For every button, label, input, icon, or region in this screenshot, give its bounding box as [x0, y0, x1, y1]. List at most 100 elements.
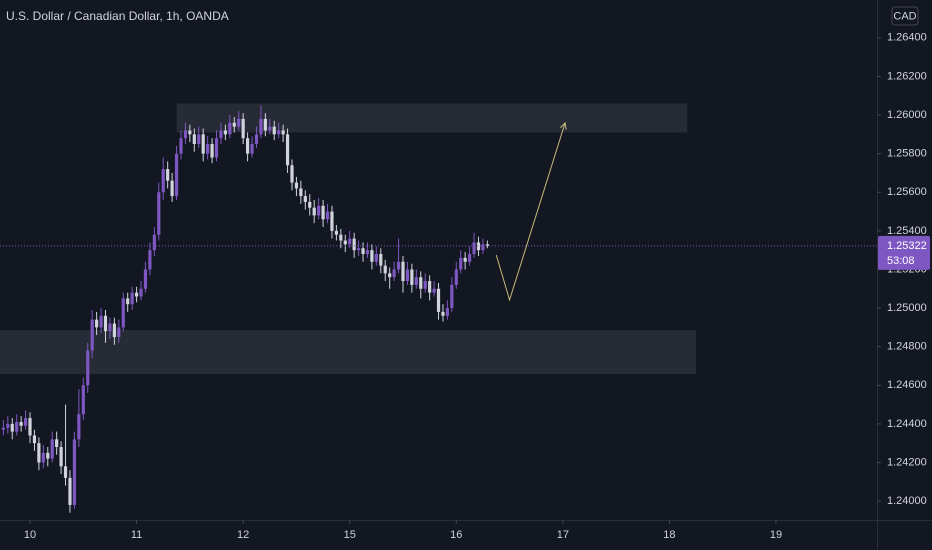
candle-body	[459, 257, 463, 270]
x-tick-label: 10	[24, 529, 36, 541]
candle-body	[450, 284, 454, 309]
candle-body	[77, 414, 81, 440]
candle-body	[55, 439, 59, 448]
plot-area	[0, 103, 877, 513]
x-tick-label: 16	[450, 529, 462, 541]
y-tick-label: 1.25400	[887, 225, 927, 237]
candle-body	[219, 130, 223, 139]
candle-body	[90, 319, 94, 351]
candle-body	[103, 315, 108, 332]
candle-body	[32, 435, 37, 444]
candle-body	[272, 126, 276, 135]
candle-body	[468, 254, 472, 262]
candle-body	[15, 421, 19, 432]
candle-body	[192, 134, 196, 144]
candle-body	[41, 452, 45, 463]
candle-body	[321, 205, 325, 220]
candle-body	[206, 143, 210, 154]
candle-body	[410, 269, 414, 285]
candle-body	[223, 130, 227, 135]
candle-body	[365, 250, 370, 255]
candle-body	[139, 288, 143, 297]
candle-body	[23, 418, 28, 426]
candle-body	[10, 423, 14, 432]
candle-body	[419, 277, 423, 289]
candle-body	[148, 250, 152, 270]
candle-body	[454, 269, 458, 285]
candle-body	[1, 427, 5, 430]
candle-body	[445, 308, 450, 316]
candle-body	[392, 269, 396, 278]
candle-body	[6, 423, 10, 428]
candle-body	[143, 269, 148, 289]
y-tick-label: 1.25000	[887, 302, 927, 314]
candle-body	[379, 254, 383, 266]
candle-body	[86, 350, 90, 386]
candle-body	[383, 265, 387, 274]
candle-body	[485, 244, 489, 246]
chart-title: U.S. Dollar / Canadian Dollar, 1h, OANDA	[6, 9, 229, 23]
candle-body	[325, 211, 330, 220]
x-tick-label: 12	[237, 529, 249, 541]
candle-body	[152, 234, 156, 251]
candle-body	[112, 323, 116, 338]
candle-body	[245, 138, 250, 154]
candle-body	[81, 385, 85, 415]
candle-body	[374, 254, 378, 262]
x-tick-label: 18	[663, 529, 675, 541]
candle-body	[63, 466, 68, 478]
candle-body	[334, 230, 338, 235]
candle-body	[348, 238, 352, 245]
candle-body	[330, 211, 334, 231]
candle-body	[214, 138, 219, 158]
currency-label: CAD	[893, 10, 916, 22]
candle-body	[281, 130, 285, 135]
y-tick-label: 1.24800	[887, 341, 927, 353]
candle-body	[19, 421, 23, 426]
x-tick-label: 15	[344, 529, 356, 541]
y-tick-label: 1.26400	[887, 32, 927, 44]
candle-body	[99, 315, 103, 328]
candle-body	[254, 134, 259, 144]
candle-body	[428, 281, 432, 293]
candle-body	[259, 118, 263, 135]
candle-body	[201, 134, 205, 154]
candle-body	[72, 439, 77, 505]
candle-body	[476, 242, 481, 251]
candle-body	[161, 169, 165, 193]
candle-body	[28, 418, 32, 436]
countdown-label: 53:08	[887, 255, 915, 267]
candle-body	[121, 298, 125, 328]
candle-body	[361, 248, 365, 255]
candle-body	[188, 130, 192, 135]
zone	[0, 330, 697, 375]
candle-body	[405, 269, 410, 282]
candle-body	[481, 244, 485, 251]
candle-body	[166, 169, 170, 181]
candle-body	[312, 207, 316, 216]
candle-body	[183, 130, 188, 139]
candle-body	[250, 143, 254, 154]
candle-body	[232, 122, 236, 127]
zone	[176, 103, 688, 133]
candle-body	[396, 261, 401, 270]
candle-body	[423, 281, 427, 289]
candle-body	[157, 192, 161, 235]
candle-body	[472, 242, 476, 255]
trend-drawing	[495, 123, 565, 302]
candle-body	[263, 118, 267, 131]
candle-body	[370, 250, 374, 262]
candle-body	[210, 143, 214, 158]
candle-body	[356, 248, 361, 251]
candle-body	[441, 311, 445, 316]
candle-body	[197, 134, 201, 144]
y-tick-label: 1.24200	[887, 456, 927, 468]
candle-body	[68, 477, 72, 505]
candle-body	[134, 292, 139, 297]
x-tick-label: 11	[131, 529, 142, 541]
candle-body	[130, 292, 134, 305]
